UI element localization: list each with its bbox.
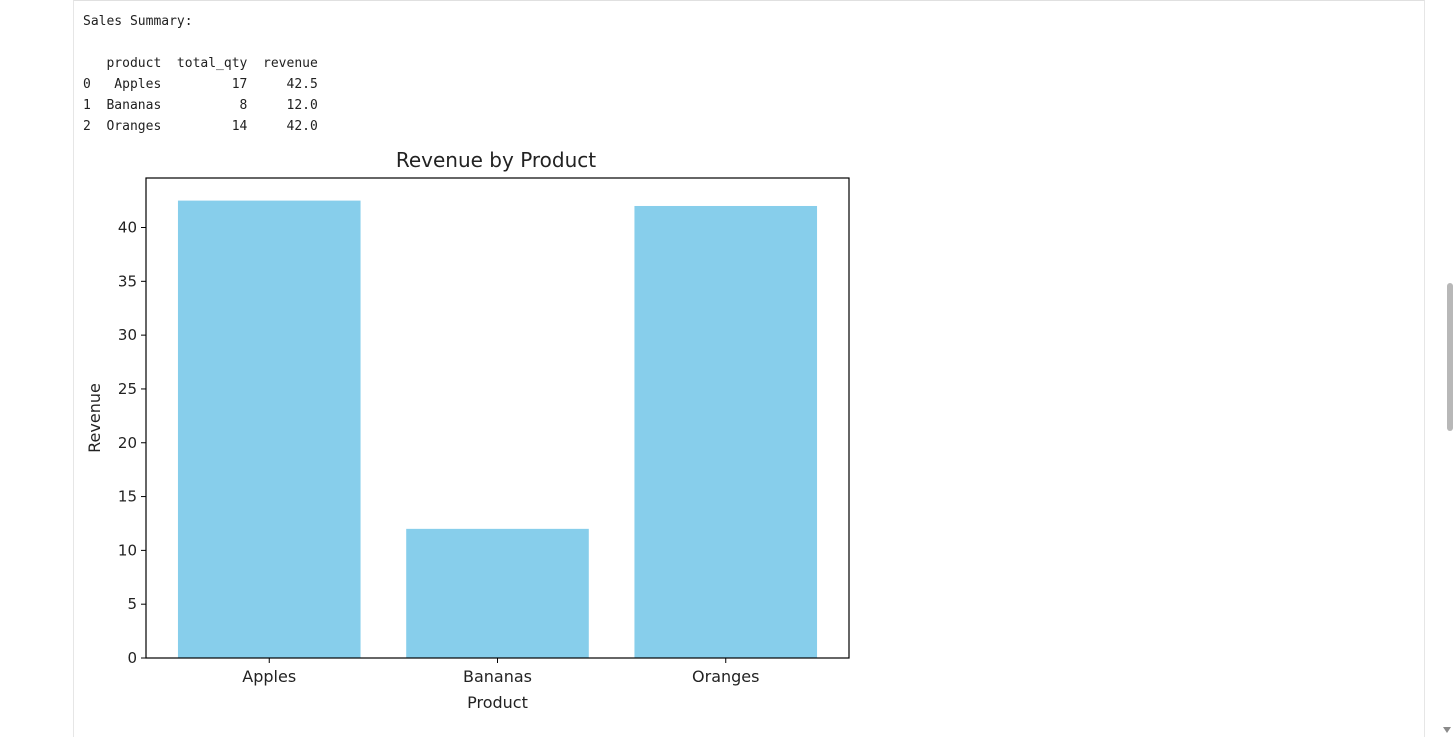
cell-output-area <box>73 0 1425 737</box>
y-tick-label: 0 <box>127 649 137 667</box>
bar-bananas <box>406 528 589 658</box>
bar-apples <box>177 200 361 658</box>
x-tick-label: Apples <box>242 667 296 686</box>
scrollbar-thumb[interactable] <box>1447 283 1453 431</box>
y-tick-label: 35 <box>118 272 137 290</box>
scroll-down-arrow-icon[interactable] <box>1443 727 1451 733</box>
y-axis-label: Revenue <box>85 383 104 453</box>
plot-frame <box>145 177 850 659</box>
dataframe-row: 1 Bananas 8 12.0 <box>83 98 318 113</box>
y-tick-label: 25 <box>118 380 137 398</box>
dataframe-row: 0 Apples 17 42.5 <box>83 77 318 92</box>
revenue-bar-chart: Revenue by Product 0 5 10 15 20 25 30 35 40 Appl… <box>80 140 880 720</box>
bars-group <box>177 200 818 658</box>
chart-title: Revenue by Product <box>396 148 596 172</box>
x-tick-label: Oranges <box>692 667 759 686</box>
y-tick-label: 10 <box>118 541 137 559</box>
dataframe-row: 2 Oranges 14 42.0 <box>83 119 318 134</box>
y-tick-label: 40 <box>118 219 137 237</box>
summary-header: Sales Summary: <box>83 14 193 29</box>
y-tick-label: 5 <box>127 595 137 613</box>
y-tick-label: 20 <box>118 434 137 452</box>
stdout-text: Sales Summary: product total_qty revenue… <box>83 11 318 137</box>
blank-line <box>83 32 318 53</box>
bar-oranges <box>634 205 818 658</box>
y-tick-label: 15 <box>118 488 137 506</box>
chart-svg: Revenue by Product 0 5 10 15 20 25 30 35 40 Appl… <box>85 148 850 712</box>
x-axis-ticks: Apples Bananas Oranges <box>242 658 759 686</box>
y-axis-ticks: 0 5 10 15 20 25 30 35 40 <box>118 219 146 667</box>
x-axis-label: Product <box>467 693 528 712</box>
x-tick-label: Bananas <box>463 667 532 686</box>
dataframe-header-row: product total_qty revenue <box>83 56 318 71</box>
y-tick-label: 30 <box>118 326 137 344</box>
